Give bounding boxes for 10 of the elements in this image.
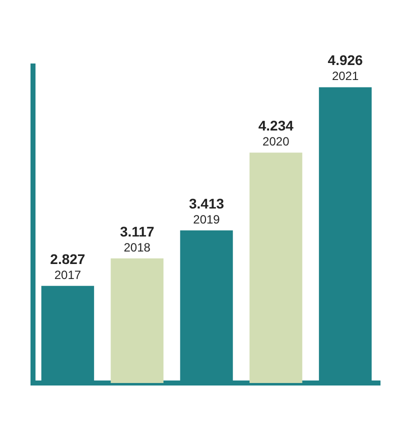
- x-tick-label: 2017: [54, 268, 82, 282]
- x-tick-label: 2018: [124, 240, 151, 254]
- data-label: 3.117: [120, 223, 154, 240]
- x-tick-label: 2019: [193, 212, 220, 226]
- data-label: 4.926: [328, 52, 364, 68]
- data-label: 2.827: [50, 250, 86, 267]
- data-label: 3.413: [188, 195, 224, 212]
- x-tick-label: 2021: [332, 69, 359, 84]
- x-tick-label: 2020: [262, 134, 290, 149]
- data-label: 4.234: [258, 118, 294, 134]
